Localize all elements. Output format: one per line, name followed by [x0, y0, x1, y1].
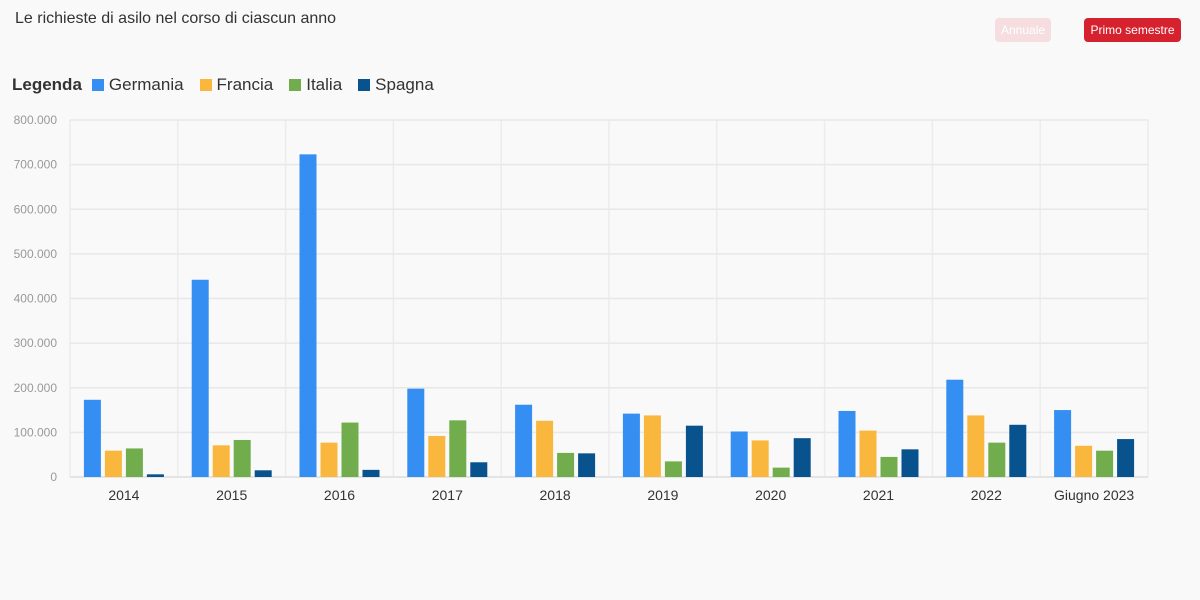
chart-title: Le richieste di asilo nel corso di ciasc… [15, 10, 337, 27]
legend-swatch-spagna [358, 79, 371, 91]
bar-italia-2021[interactable] [880, 456, 898, 477]
bar-italia-2020[interactable] [772, 467, 790, 477]
legend-swatch-germania [91, 79, 104, 91]
bar-germania-2018[interactable] [515, 404, 533, 477]
legend-swatch-italia [289, 79, 302, 91]
bar-francia-2017[interactable] [428, 435, 446, 477]
legend-label-spagna: Spagna [375, 75, 434, 94]
y-tick-label: 400.000 [14, 292, 58, 306]
bar-francia-2020[interactable] [751, 440, 769, 477]
x-tick-label: 2019 [647, 487, 678, 503]
bar-spagna-2016[interactable] [362, 469, 380, 477]
bar-francia-2022[interactable] [967, 415, 985, 477]
y-tick-label: 500.000 [14, 247, 58, 261]
bar-italia-2014[interactable] [125, 448, 143, 477]
first-semester-toggle-button[interactable]: Primo semestre [1084, 18, 1181, 42]
bar-spagna-2015[interactable] [254, 470, 272, 477]
bar-germania-2019[interactable] [622, 413, 640, 477]
bar-italia-2019[interactable] [664, 461, 682, 477]
legend-item-germania[interactable]: Germania [91, 75, 184, 95]
y-tick-label: 600.000 [14, 202, 58, 216]
bar-germania-2015[interactable] [191, 279, 209, 477]
bar-germania-2021[interactable] [838, 410, 856, 477]
bar-spagna-2022[interactable] [1009, 424, 1027, 477]
x-tick-label: 2015 [216, 487, 247, 503]
x-tick-label: 2020 [755, 487, 786, 503]
x-tick-label: 2018 [540, 487, 571, 503]
bar-italia-giugno-2023[interactable] [1096, 450, 1114, 477]
bar-francia-2016[interactable] [320, 442, 338, 477]
legend-item-italia[interactable]: Italia [289, 75, 342, 95]
y-tick-label: 200.000 [14, 381, 58, 395]
bar-spagna-2021[interactable] [901, 449, 919, 477]
y-tick-label: 0 [50, 470, 57, 484]
legend-swatch-francia [199, 79, 212, 91]
bar-italia-2015[interactable] [233, 439, 251, 477]
legend: Legenda Germania Francia Italia Spagna [12, 73, 450, 97]
legend-label-francia: Francia [216, 75, 274, 94]
bar-spagna-2019[interactable] [685, 425, 703, 477]
x-tick-label: Giugno 2023 [1054, 487, 1134, 503]
bar-francia-2018[interactable] [536, 420, 554, 477]
y-tick-label: 700.000 [14, 158, 58, 172]
bar-italia-2022[interactable] [988, 442, 1006, 477]
y-tick-label: 100.000 [14, 425, 58, 439]
bar-spagna-2018[interactable] [578, 453, 596, 477]
bar-francia-2014[interactable] [104, 450, 122, 477]
y-tick-label: 300.000 [14, 336, 58, 350]
bar-germania-2020[interactable] [730, 431, 748, 477]
bar-spagna-giugno-2023[interactable] [1117, 439, 1135, 477]
bar-italia-2018[interactable] [557, 452, 575, 477]
bar-francia-2021[interactable] [859, 430, 877, 477]
bar-spagna-2017[interactable] [470, 462, 488, 477]
bar-spagna-2020[interactable] [793, 438, 811, 477]
x-tick-label: 2022 [971, 487, 1002, 503]
legend-label-germania: Germania [108, 75, 184, 94]
annual-toggle-button[interactable]: Annuale [995, 18, 1051, 42]
x-tick-label: 2016 [324, 487, 355, 503]
bar-italia-2016[interactable] [341, 422, 359, 477]
legend-item-francia[interactable]: Francia [199, 75, 274, 95]
bar-italia-2017[interactable] [449, 420, 467, 477]
bar-germania-2022[interactable] [946, 379, 964, 477]
bar-germania-2014[interactable] [83, 399, 101, 477]
bar-germania-2017[interactable] [407, 388, 425, 477]
bar-francia-giugno-2023[interactable] [1075, 445, 1093, 477]
legend-title: Legenda [12, 75, 82, 94]
bar-francia-2019[interactable] [643, 415, 661, 477]
y-tick-label: 800.000 [14, 113, 58, 127]
x-tick-label: 2021 [863, 487, 894, 503]
bar-germania-giugno-2023[interactable] [1054, 410, 1072, 477]
bar-spagna-2014[interactable] [146, 474, 164, 477]
x-tick-label: 2017 [432, 487, 463, 503]
bar-germania-2016[interactable] [299, 154, 317, 477]
x-tick-label: 2014 [108, 487, 139, 503]
legend-label-italia: Italia [306, 75, 343, 94]
bar-francia-2015[interactable] [212, 445, 230, 477]
legend-item-spagna[interactable]: Spagna [358, 75, 434, 95]
